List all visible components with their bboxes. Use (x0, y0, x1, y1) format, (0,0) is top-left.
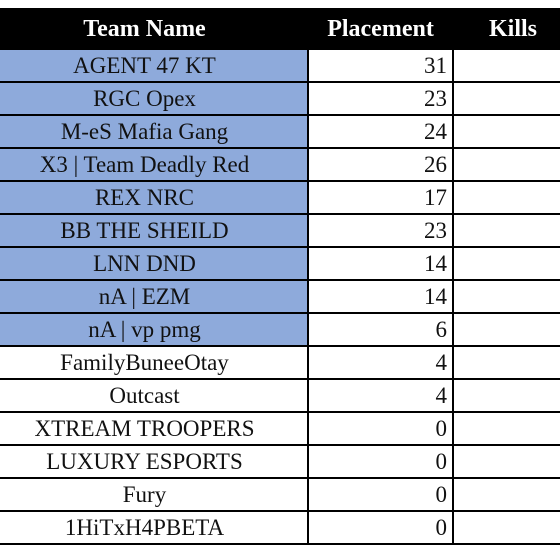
team-name-cell: LNN DND (0, 246, 309, 281)
kills-cell: 14 (452, 180, 560, 215)
placement-cell: 0 (307, 411, 454, 446)
table-row: LNN DND145 (0, 246, 560, 281)
table-row: nA | EZM144 (0, 279, 560, 314)
team-name-cell: Outcast (0, 378, 309, 413)
team-name-cell: Fury (0, 477, 309, 512)
team-name-cell: FamilyBuneeOtay (0, 345, 309, 380)
kills-cell: 15 (452, 114, 560, 149)
team-name-cell: LUXURY ESPORTS (0, 444, 309, 479)
placement-cell: 23 (307, 81, 454, 116)
kills-cell: 10 (452, 147, 560, 182)
placement-cell: 24 (307, 114, 454, 149)
placement-cell: 6 (307, 312, 454, 347)
table-row: AGENT 47 KT3124 (0, 48, 560, 83)
kills-cell: 4 (452, 312, 560, 347)
kills-cell: 1 (452, 213, 560, 248)
kills-cell: 24 (452, 48, 560, 83)
team-name-cell: nA | EZM (0, 279, 309, 314)
kills-cell: 0 (452, 510, 560, 545)
placement-cell: 0 (307, 510, 454, 545)
table-row: XTREAM TROOPERS00 (0, 411, 560, 446)
kills-cell: 3 (452, 345, 560, 380)
placement-header: Placement (307, 8, 454, 50)
team-name-cell: nA | vp pmg (0, 312, 309, 347)
table-row: 1HiTxH4PBETA00 (0, 510, 560, 545)
header-row: Team Name Placement Kills (0, 8, 560, 50)
team-name-cell: AGENT 47 KT (0, 48, 309, 83)
placement-cell: 17 (307, 180, 454, 215)
team-name-cell: M-eS Mafia Gang (0, 114, 309, 149)
table-row: Outcast42 (0, 378, 560, 413)
kills-cell: 0 (452, 411, 560, 446)
team-name-cell: BB THE SHEILD (0, 213, 309, 248)
table-row: BB THE SHEILD231 (0, 213, 560, 248)
team-name-cell: REX NRC (0, 180, 309, 215)
placement-cell: 4 (307, 345, 454, 380)
kills-header: Kills (452, 8, 560, 50)
standings-table: Team Name Placement Kills AGENT 47 KT312… (0, 8, 560, 545)
kills-cell: 5 (452, 246, 560, 281)
table-row: nA | vp pmg64 (0, 312, 560, 347)
placement-cell: 0 (307, 444, 454, 479)
team-name-cell: XTREAM TROOPERS (0, 411, 309, 446)
kills-cell: 0 (452, 444, 560, 479)
kills-cell: 4 (452, 279, 560, 314)
table-row: Fury00 (0, 477, 560, 512)
team-name-cell: RGC Opex (0, 81, 309, 116)
placement-cell: 14 (307, 246, 454, 281)
table-row: FamilyBuneeOtay43 (0, 345, 560, 380)
team-name-header: Team Name (0, 8, 309, 50)
placement-cell: 26 (307, 147, 454, 182)
placement-cell: 31 (307, 48, 454, 83)
placement-cell: 4 (307, 378, 454, 413)
kills-cell: 18 (452, 81, 560, 116)
placement-cell: 14 (307, 279, 454, 314)
table-row: RGC Opex2318 (0, 81, 560, 116)
table-row: LUXURY ESPORTS00 (0, 444, 560, 479)
standings-body: AGENT 47 KT3124RGC Opex2318M-eS Mafia Ga… (0, 48, 560, 545)
team-name-cell: X3 | Team Deadly Red (0, 147, 309, 182)
table-row: REX NRC1714 (0, 180, 560, 215)
kills-cell: 0 (452, 477, 560, 512)
placement-cell: 0 (307, 477, 454, 512)
placement-cell: 23 (307, 213, 454, 248)
team-name-cell: 1HiTxH4PBETA (0, 510, 309, 545)
table-row: M-eS Mafia Gang2415 (0, 114, 560, 149)
kills-cell: 2 (452, 378, 560, 413)
table-row: X3 | Team Deadly Red2610 (0, 147, 560, 182)
